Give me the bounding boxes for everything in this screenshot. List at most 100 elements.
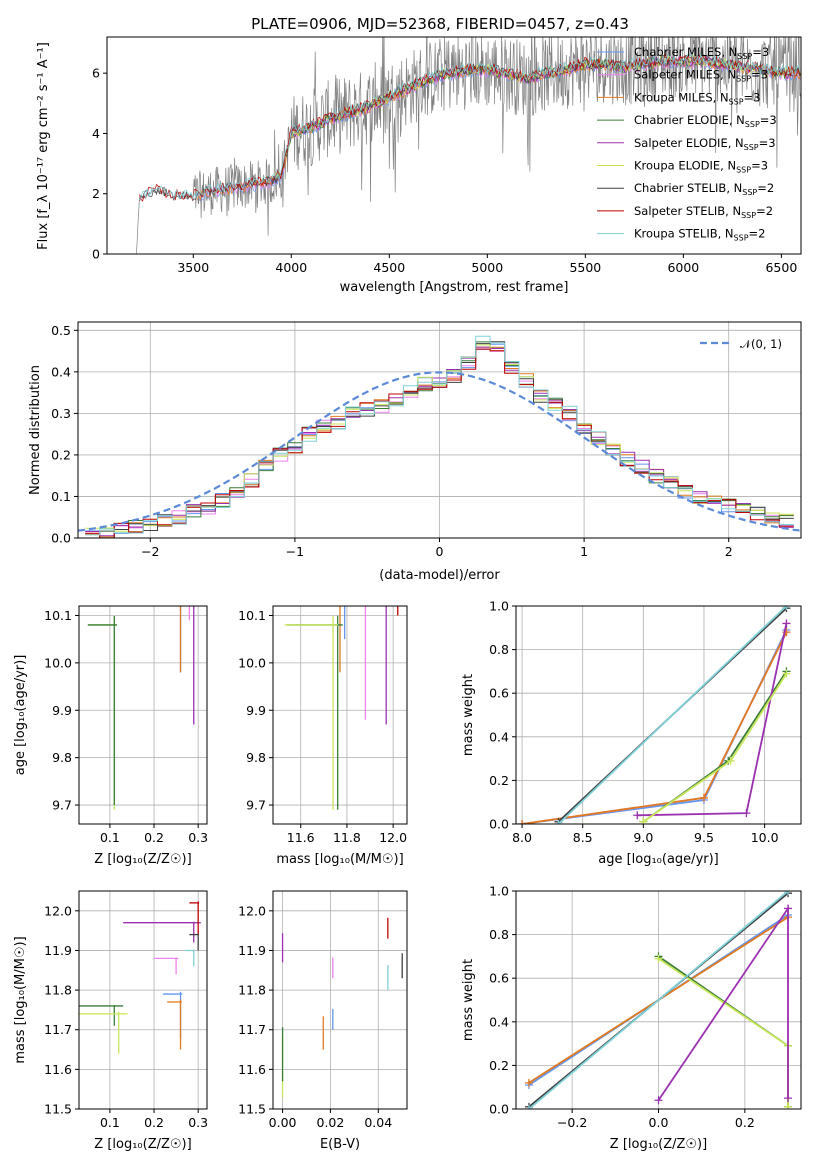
weight-point-marker: [784, 1094, 793, 1103]
plot-area-Z_age: [87, 606, 195, 810]
weight-point-marker: [699, 793, 708, 802]
x-axis-label: wavelength [Angstrom, rest frame]: [340, 280, 569, 295]
axes-Z_weight: −0.2 0.0 0.2 0.0 0.2 0.4 0.6 0.8 1.0 Z [log₁₀(Z/Z…: [461, 884, 802, 1152]
legend-nssp: =3: [760, 113, 777, 127]
x-tick-label: 1: [580, 544, 588, 559]
x-tick-label: 9.0: [633, 830, 653, 845]
data-spectrum-line: [136, 37, 801, 254]
weight-point-marker: [654, 1096, 663, 1105]
y-tick-label: 11.7: [238, 1022, 266, 1037]
x-tick-label: 11.8: [333, 830, 361, 845]
legend-label: Salpeter MILES, NSSP=3: [634, 68, 768, 84]
x-axis-label: Z [log₁₀(Z/Z☉)]: [94, 852, 191, 867]
x-tick-label: 0: [436, 544, 444, 559]
legend-subscript: SSP: [736, 166, 751, 175]
x-tick-label: −0.2: [557, 1115, 587, 1130]
x-tick-label: 4000: [275, 260, 307, 275]
weight-point-marker: [554, 820, 563, 824]
axes-frame: [515, 605, 802, 825]
y-tick-label: 11.9: [238, 943, 266, 958]
y-tick-label: 0.5: [51, 323, 71, 338]
legend-subscript: SSP: [742, 188, 757, 197]
y-tick-label: 12.0: [44, 903, 72, 918]
y-tick-label: 9.8: [52, 750, 72, 765]
y-tick-label: 10.0: [44, 655, 72, 670]
x-tick-label: 0.02: [317, 1115, 345, 1130]
y-tick-label: 0: [92, 247, 100, 262]
y-axis-label: Normed distribution: [28, 365, 43, 495]
legend-nssp: =3: [759, 136, 776, 150]
x-tick-label: −1: [286, 544, 304, 559]
weight-line: [657, 955, 789, 1107]
x-tick-label: 6500: [765, 260, 797, 275]
x-axis-label: age [log₁₀(age/yr)]: [598, 852, 719, 867]
x-tick-label: 0.0: [649, 1115, 669, 1130]
y-tick-label: 0.2: [489, 773, 509, 788]
model-spectrum-line: [271, 54, 801, 180]
weight-point-marker: [524, 1105, 533, 1109]
weight-point-marker: [782, 606, 791, 610]
weight-point-marker: [784, 904, 793, 913]
legend-subscript: SSP: [737, 52, 752, 61]
weight-line: [521, 631, 788, 824]
x-tick-label: 8.0: [512, 830, 532, 845]
y-tick-label: 0.2: [51, 447, 71, 462]
y-tick-label: 9.8: [246, 750, 266, 765]
y-tick-label: 9.7: [52, 798, 72, 813]
y-tick-label: 0.4: [489, 1014, 509, 1029]
axes-frame: [78, 605, 208, 825]
x-tick-label: 11.6: [287, 830, 315, 845]
y-tick-label: 11.5: [44, 1102, 72, 1117]
legend-label: Kroupa ELODIE, NSSP=3: [634, 159, 768, 175]
y-tick-label: 11.8: [44, 983, 72, 998]
legend-label: Chabrier STELIB, NSSP=2: [634, 181, 774, 197]
weight-point-marker: [784, 891, 793, 895]
spectrum-legend: Chabrier MILES, NSSP=3 Salpeter MILES, NS…: [597, 45, 777, 243]
histogram-step-line: [85, 348, 794, 538]
x-tick-label: 10.0: [751, 830, 779, 845]
y-tick-label: 6: [92, 66, 100, 81]
x-tick-label: 0.1: [100, 830, 120, 845]
x-axis-label: Z [log₁₀(Z/Z☉)]: [94, 1137, 191, 1152]
x-tick-label: 5000: [471, 260, 503, 275]
x-tick-label: 0.1: [100, 1115, 120, 1130]
legend-subscript: SSP: [745, 120, 760, 129]
axes-age_weight: 8.0 8.5 9.0 9.5 10.0 0.0 0.2 0.4 0.6 0.8 1.0 age [l…: [461, 599, 802, 867]
x-axis-label: E(B-V): [320, 1137, 360, 1152]
y-tick-label: 2: [92, 186, 100, 201]
y-axis-label: mass [log₁₀(M/M☉)]: [13, 936, 28, 1063]
y-tick-label: 1.0: [489, 599, 509, 614]
x-tick-label: 0.3: [188, 830, 208, 845]
model-spectrum-line: [138, 52, 800, 201]
y-tick-label: 0.3: [51, 406, 71, 421]
weight-point-marker: [782, 669, 791, 678]
x-tick-label: 12.0: [379, 830, 407, 845]
x-axis-label: (data-model)/error: [379, 568, 500, 583]
y-tick-label: 0.2: [489, 1058, 509, 1073]
weight-line: [521, 631, 788, 824]
y-tick-label: 11.6: [44, 1062, 72, 1077]
x-tick-label: 6000: [667, 260, 699, 275]
weight-point-marker: [633, 811, 642, 820]
y-tick-label: 4: [92, 126, 100, 141]
weight-point-marker: [784, 1102, 793, 1109]
y-tick-label: 0.8: [489, 927, 509, 942]
y-tick-label: 11.7: [44, 1022, 72, 1037]
axes-ebv_mass: 0.00 0.02 0.04 11.5 11.6 11.7 11.8 11.9 12.0 E(B-…: [238, 890, 408, 1152]
legend-nssp: =3: [751, 159, 768, 173]
legend-subscript: SSP: [744, 143, 759, 152]
y-tick-label: 9.7: [246, 798, 266, 813]
plot-area-ebv_mass: [281, 917, 403, 1098]
x-tick-label: 5500: [569, 260, 601, 275]
x-tick-label: 0.2: [144, 1115, 164, 1130]
weight-point-marker: [639, 817, 648, 824]
weight-line: [657, 957, 789, 1107]
y-tick-label: 10.0: [238, 655, 266, 670]
legend-subscript: SSP: [741, 211, 756, 220]
x-axis-label: Z [log₁₀(Z/Z☉)]: [610, 1137, 707, 1152]
legend-label: Salpeter ELODIE, NSSP=3: [634, 136, 776, 152]
axes-frame: [272, 890, 408, 1110]
axes-spectrum: 3500 4000 4500 5000 5500 6000 6500 0 2 4 6 waveleng…: [36, 36, 802, 295]
axes-Z_age: 0.1 0.2 0.3 9.7 9.8 9.9 10.0 10.1 Z [log₁₀(Z/Z☉)…: [13, 605, 208, 867]
y-tick-label: 0.4: [489, 729, 509, 744]
